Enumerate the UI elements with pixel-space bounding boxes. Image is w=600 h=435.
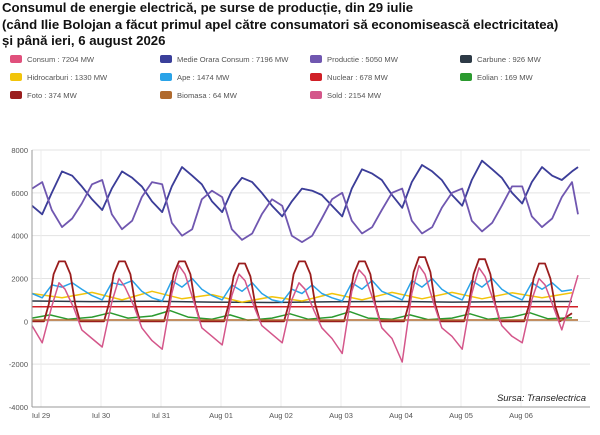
legend-item[interactable]: Carbune : 926 MW bbox=[460, 52, 541, 66]
legend-item[interactable]: Medie Orara Consum : 7196 MW bbox=[160, 52, 288, 66]
x-tick-label: Aug 05 bbox=[449, 411, 473, 420]
legend-swatch bbox=[310, 73, 322, 81]
legend-item[interactable]: Consum : 7204 MW bbox=[10, 52, 94, 66]
legend-swatch bbox=[160, 55, 172, 63]
x-tick-label: Aug 04 bbox=[389, 411, 413, 420]
legend-swatch bbox=[160, 73, 172, 81]
legend-item[interactable]: Nuclear : 678 MW bbox=[310, 70, 388, 84]
legend-swatch bbox=[10, 55, 22, 63]
legend-swatch bbox=[460, 73, 472, 81]
series-line-eolian bbox=[31, 309, 573, 322]
legend-swatch bbox=[310, 55, 322, 63]
legend-label: Consum : 7204 MW bbox=[27, 54, 95, 64]
line-chart: -4000 -2000 0 2000 4000 6000 8000 Iul 29 Iul 30 I… bbox=[9, 146, 590, 420]
y-tick-label: 0 bbox=[24, 317, 28, 326]
series-line-sold bbox=[31, 264, 579, 363]
legend-swatch bbox=[10, 91, 22, 99]
series-line-ape bbox=[31, 277, 573, 303]
legend-label: Medie Orara Consum : 7196 MW bbox=[177, 54, 289, 64]
x-tick-label: Aug 03 bbox=[329, 411, 353, 420]
y-tick-label: 6000 bbox=[11, 189, 28, 198]
legend-label: Foto : 374 MW bbox=[27, 90, 77, 100]
x-tick-label: Iul 31 bbox=[152, 411, 170, 420]
legend-swatch bbox=[160, 91, 172, 99]
legend-label: Eolian : 169 MW bbox=[477, 72, 533, 82]
legend-label: Productie : 5050 MW bbox=[327, 54, 398, 64]
x-tick-label: Iul 29 bbox=[32, 411, 50, 420]
source-note: Sursa: Transelectrica bbox=[496, 393, 586, 404]
series-line-productie bbox=[31, 179, 579, 243]
series-line-foto bbox=[32, 256, 573, 323]
y-tick-label: -2000 bbox=[9, 360, 28, 369]
legend-label: Biomasa : 64 MW bbox=[177, 90, 237, 100]
chart-legend: Consum : 7204 MW Medie Orara Consum : 719… bbox=[0, 52, 600, 102]
legend-label: Ape : 1474 MW bbox=[177, 72, 230, 82]
legend-item[interactable]: Hidrocarburi : 1330 MW bbox=[10, 70, 107, 84]
legend-swatch bbox=[460, 55, 472, 63]
x-tick-label: Aug 02 bbox=[269, 411, 293, 420]
legend-label: Sold : 2154 MW bbox=[327, 90, 382, 100]
legend-item[interactable]: Biomasa : 64 MW bbox=[160, 88, 237, 102]
legend-item[interactable]: Productie : 5050 MW bbox=[310, 52, 398, 66]
legend-item[interactable]: Foto : 374 MW bbox=[10, 88, 77, 102]
series-line-medie-orara-consum bbox=[31, 159, 579, 218]
legend-swatch bbox=[10, 73, 22, 81]
y-tick-label: 2000 bbox=[11, 275, 28, 284]
legend-item[interactable]: Sold : 2154 MW bbox=[310, 88, 381, 102]
x-tick-label: Iul 30 bbox=[92, 411, 110, 420]
legend-label: Nuclear : 678 MW bbox=[327, 72, 388, 82]
legend-swatch bbox=[310, 91, 322, 99]
title-line-3: și până ieri, 6 august 2026 bbox=[2, 33, 166, 48]
x-tick-label: Aug 06 bbox=[509, 411, 533, 420]
chart-title: Consumul de energie electrică, pe surse … bbox=[2, 0, 598, 50]
title-line-1: Consumul de energie electrică, pe surse … bbox=[2, 0, 414, 15]
legend-label: Hidrocarburi : 1330 MW bbox=[27, 72, 108, 82]
series-line-carbune bbox=[31, 300, 573, 304]
legend-item[interactable]: Eolian : 169 MW bbox=[460, 70, 533, 84]
series-line-hidrocarburi bbox=[31, 290, 573, 303]
y-tick-label: -4000 bbox=[9, 403, 28, 412]
y-tick-label: 4000 bbox=[11, 232, 28, 241]
title-line-2: (când Ilie Bolojan a făcut primul apel c… bbox=[2, 16, 559, 32]
legend-item[interactable]: Ape : 1474 MW bbox=[160, 70, 229, 84]
legend-label: Carbune : 926 MW bbox=[477, 54, 541, 64]
x-tick-label: Aug 01 bbox=[209, 411, 233, 420]
y-tick-label: 8000 bbox=[11, 146, 28, 155]
chart-area: -4000 -2000 0 2000 4000 6000 8000 Iul 29 Iul 30 I… bbox=[0, 140, 600, 430]
